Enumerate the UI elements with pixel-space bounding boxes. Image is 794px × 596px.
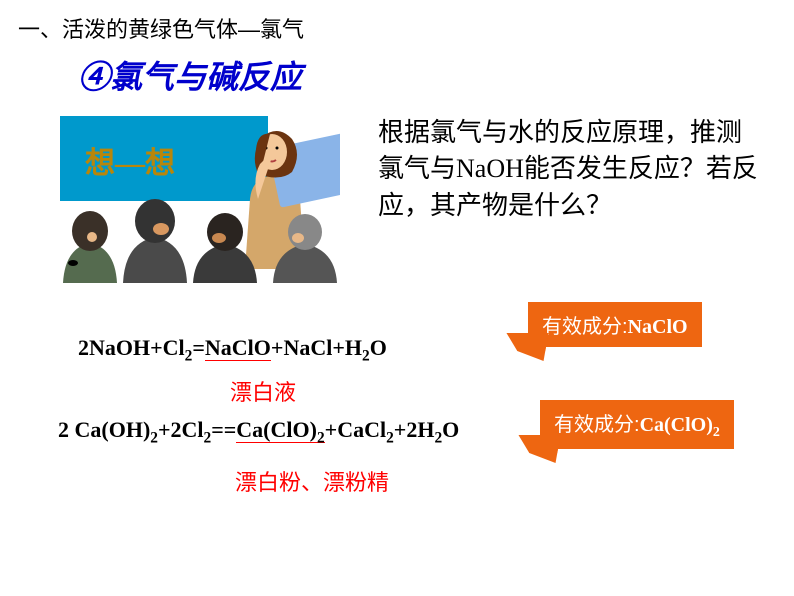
- audience-figure-3: [185, 208, 265, 283]
- eq1-left: 2NaOH+Cl: [78, 335, 185, 360]
- eq2-rest3: O: [442, 417, 459, 442]
- eq2-sub1: 2: [150, 429, 158, 446]
- callout2-prefix: 有效成分:: [554, 414, 640, 436]
- subtitle: ④氯气与碱反应: [78, 52, 302, 98]
- eq2-product: Ca(ClO)2: [236, 417, 324, 443]
- equation-naoh: 2NaOH+Cl2=NaClO+NaCl+H2O: [78, 335, 387, 365]
- eq1-rest: +NaCl+H: [271, 335, 362, 360]
- label-bleach-liquid: 漂白液: [230, 375, 296, 407]
- audience-figure-4: [265, 208, 345, 283]
- eq2-rest2: +2H: [394, 417, 435, 442]
- callout-naclo: 有效成分:NaClO: [528, 302, 702, 347]
- eq2-plus: +2Cl: [158, 417, 204, 442]
- eq2-sub4: 2: [434, 429, 442, 446]
- callout2-formula: Ca(ClO)2: [640, 414, 720, 436]
- callout2-fsub: 2: [713, 425, 720, 440]
- callout1-formula: NaClO: [628, 316, 688, 338]
- eq1-rest2: O: [370, 335, 387, 360]
- eq2-left: 2 Ca(OH): [58, 417, 150, 442]
- equation-caoh: 2 Ca(OH)2+2Cl2==Ca(ClO)2+CaCl2+2H2O: [58, 417, 459, 447]
- callout1-prefix: 有效成分:: [542, 316, 628, 338]
- callout-caclo: 有效成分:Ca(ClO)2: [540, 400, 734, 449]
- eq2-rest: +CaCl: [325, 417, 386, 442]
- eq2-sub3: 2: [386, 429, 394, 446]
- board-text: 想—想: [85, 138, 175, 182]
- eq1-sub2: 2: [362, 347, 370, 364]
- callout2-fa: Ca(ClO): [640, 414, 713, 436]
- illustration-group: 想—想: [55, 108, 345, 280]
- eq1-product: NaClO: [205, 335, 271, 361]
- eq2-prod-txt: Ca(ClO): [236, 417, 317, 442]
- section-header: 一、活泼的黄绿色气体—氯气: [18, 12, 304, 44]
- eq2-eq: ==: [211, 417, 236, 442]
- eq2-prod-sub: 2: [317, 429, 325, 446]
- label-bleach-powder: 漂白粉、漂粉精: [235, 465, 389, 497]
- question-text: 根据氯气与水的反应原理，推测氯气与NaOH能否发生反应？若反应，其产物是什么？: [378, 115, 763, 224]
- eq1-eq: =: [192, 335, 205, 360]
